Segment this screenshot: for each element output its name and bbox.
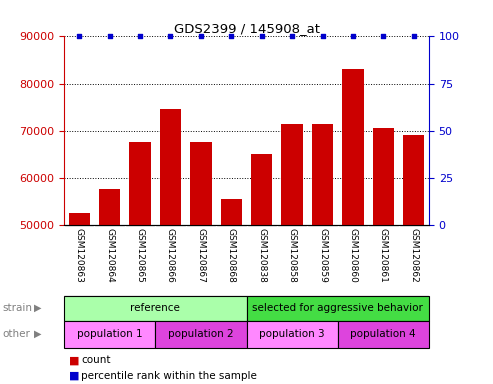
- Point: [197, 33, 205, 40]
- Text: GSM120865: GSM120865: [136, 228, 144, 283]
- Point: [167, 33, 175, 40]
- Text: ▶: ▶: [34, 329, 41, 339]
- Bar: [312, 124, 333, 384]
- Bar: [130, 142, 151, 384]
- Text: population 2: population 2: [168, 329, 234, 339]
- Text: population 1: population 1: [77, 329, 142, 339]
- Bar: [403, 135, 424, 384]
- Text: GSM120866: GSM120866: [166, 228, 175, 283]
- Point: [349, 33, 357, 40]
- Text: population 3: population 3: [259, 329, 325, 339]
- Point: [136, 33, 144, 40]
- Text: GSM120864: GSM120864: [105, 228, 114, 283]
- Bar: [64, 296, 246, 321]
- Text: selected for aggressive behavior: selected for aggressive behavior: [252, 303, 423, 313]
- Bar: [373, 128, 394, 384]
- Point: [380, 33, 387, 40]
- Text: population 4: population 4: [351, 329, 416, 339]
- Point: [106, 33, 113, 40]
- Bar: [221, 199, 242, 384]
- Point: [227, 33, 235, 40]
- Text: GSM120861: GSM120861: [379, 228, 388, 283]
- Bar: [338, 321, 429, 348]
- Text: GSM120859: GSM120859: [318, 228, 327, 283]
- Text: percentile rank within the sample: percentile rank within the sample: [81, 371, 257, 381]
- Bar: [190, 142, 211, 384]
- Point: [318, 33, 326, 40]
- Bar: [155, 321, 246, 348]
- Bar: [246, 321, 338, 348]
- Point: [75, 33, 83, 40]
- Bar: [246, 296, 429, 321]
- Bar: [64, 321, 155, 348]
- Bar: [251, 154, 272, 384]
- Text: GSM120862: GSM120862: [409, 228, 418, 283]
- Text: count: count: [81, 355, 111, 365]
- Bar: [99, 189, 120, 384]
- Point: [410, 33, 418, 40]
- Bar: [160, 109, 181, 384]
- Bar: [342, 70, 363, 384]
- Title: GDS2399 / 145908_at: GDS2399 / 145908_at: [174, 22, 319, 35]
- Bar: [282, 124, 303, 384]
- Point: [288, 33, 296, 40]
- Text: other: other: [2, 329, 31, 339]
- Bar: [69, 213, 90, 384]
- Text: GSM120838: GSM120838: [257, 228, 266, 283]
- Text: reference: reference: [130, 303, 180, 313]
- Text: ■: ■: [69, 371, 79, 381]
- Text: GSM120858: GSM120858: [287, 228, 297, 283]
- Text: ■: ■: [69, 355, 79, 365]
- Text: GSM120860: GSM120860: [349, 228, 357, 283]
- Text: GSM120863: GSM120863: [75, 228, 84, 283]
- Text: GSM120868: GSM120868: [227, 228, 236, 283]
- Text: strain: strain: [2, 303, 33, 313]
- Text: GSM120867: GSM120867: [196, 228, 206, 283]
- Point: [258, 33, 266, 40]
- Text: ▶: ▶: [34, 303, 41, 313]
